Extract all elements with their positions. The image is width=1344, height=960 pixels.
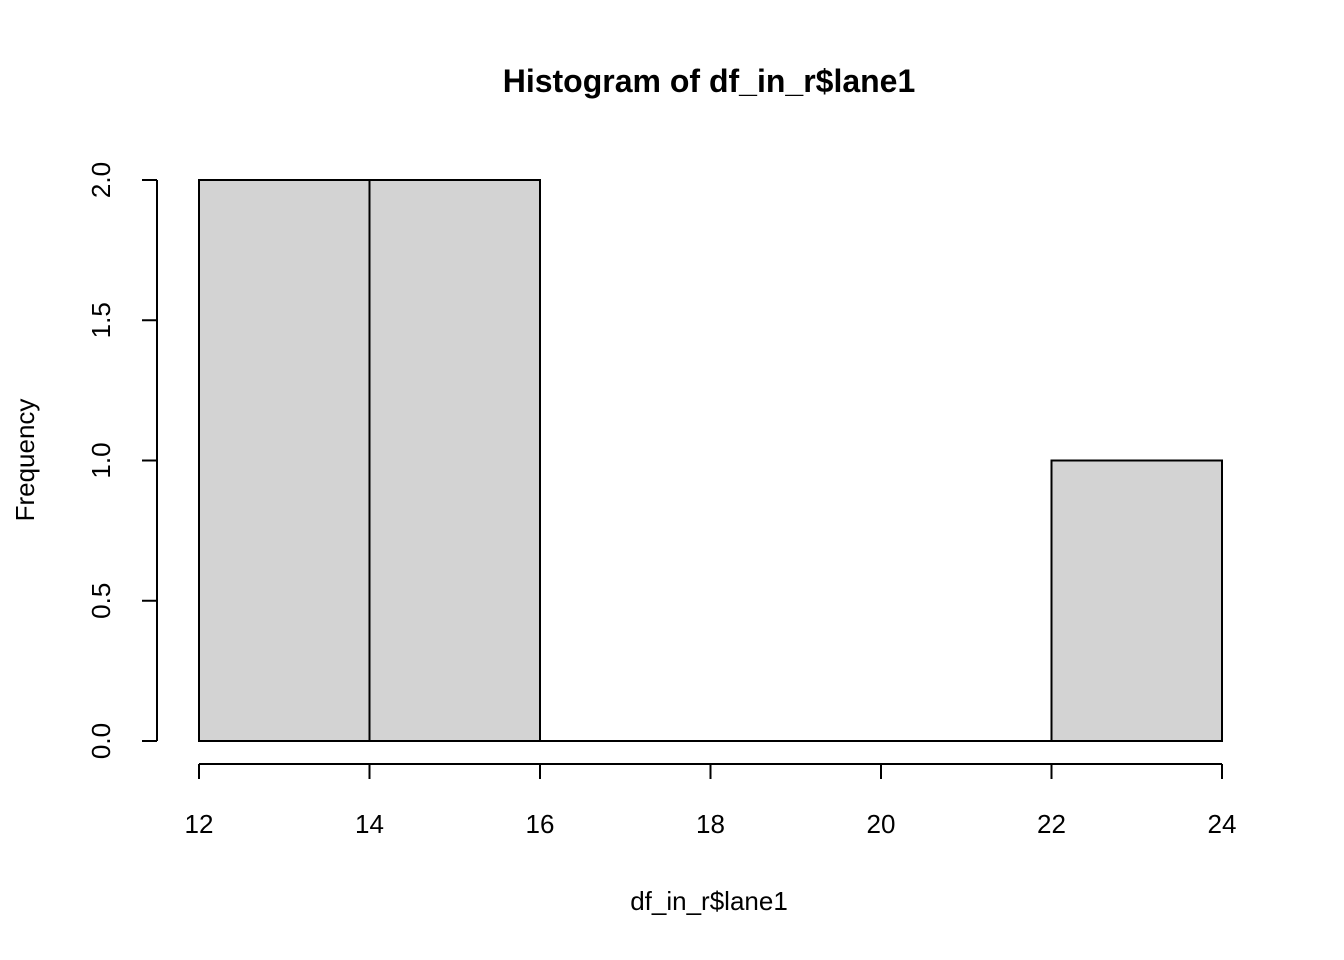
y-tick-label-0: 0.0: [86, 723, 116, 759]
x-axis: 12 14 16 18 20 22 24: [185, 763, 1237, 839]
x-tick-label-4: 20: [867, 809, 896, 839]
histogram-bar-5: [1050, 459, 1223, 742]
x-tick-label-3: 18: [696, 809, 725, 839]
x-axis-label: df_in_r$lane1: [630, 886, 788, 916]
histogram-bar-0: [198, 179, 371, 742]
x-tick-label-6: 24: [1208, 809, 1237, 839]
x-tick-label-1: 14: [355, 809, 384, 839]
bars-group: [198, 179, 1223, 742]
y-tick-label-1: 0.5: [86, 583, 116, 619]
y-axis-label: Frequency: [10, 399, 40, 522]
y-axis: 0.0 0.5 1.0 1.5 2.0: [86, 162, 158, 759]
y-tick-label-2: 1.0: [86, 442, 116, 478]
chart-title: Histogram of df_in_r$lane1: [503, 63, 916, 99]
histogram-bar-1: [368, 179, 541, 742]
x-tick-label-5: 22: [1037, 809, 1066, 839]
x-tick-label-0: 12: [185, 809, 214, 839]
y-tick-label-3: 1.5: [86, 302, 116, 338]
x-tick-label-2: 16: [526, 809, 555, 839]
y-tick-label-4: 2.0: [86, 162, 116, 198]
